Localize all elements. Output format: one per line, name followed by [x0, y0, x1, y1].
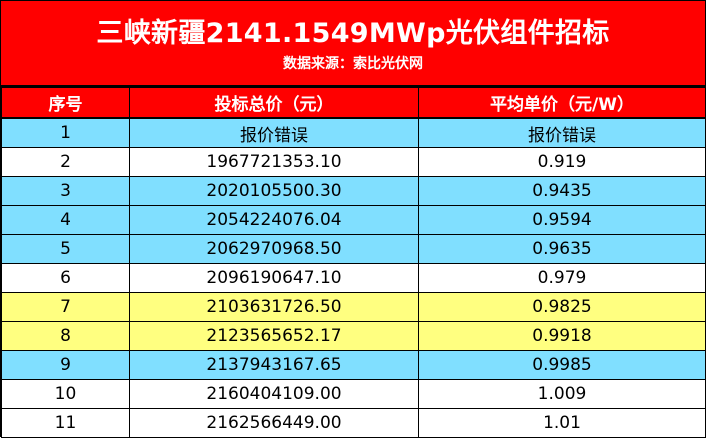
cell-total: 2020105500.30 [129, 176, 419, 206]
cell-total: 2123565652.17 [129, 321, 419, 351]
cell-no: 5 [1, 234, 130, 264]
title-banner: 三峡新疆2141.1549MWp光伏组件招标 数据来源：索比光伏网 [1, 1, 705, 87]
cell-unit: 0.9825 [418, 292, 706, 322]
data-source: 数据来源：索比光伏网 [283, 56, 423, 72]
cell-no: 10 [1, 379, 130, 409]
cell-unit: 0.9435 [418, 176, 706, 206]
cell-unit: 0.9985 [418, 350, 706, 380]
header-total: 投标总价（元） [129, 87, 419, 119]
cell-total: 报价错误 [129, 117, 419, 148]
page-title: 三峡新疆2141.1549MWp光伏组件招标 [96, 18, 610, 49]
cell-total: 2103631726.50 [129, 292, 419, 322]
cell-total: 1967721353.10 [129, 147, 419, 177]
cell-total: 2054224076.04 [129, 205, 419, 235]
cell-unit: 报价错误 [418, 117, 706, 148]
cell-no: 9 [1, 350, 130, 380]
cell-no: 6 [1, 263, 130, 293]
table-row: 5 2062970968.50 0.9635 [1, 234, 706, 264]
table-row: 11 2162566449.00 1.01 [1, 408, 706, 438]
cell-total: 2160404109.00 [129, 379, 419, 409]
cell-total: 2096190647.10 [129, 263, 419, 293]
cell-unit: 0.979 [418, 263, 706, 293]
table-row: 2 1967721353.10 0.919 [1, 147, 706, 177]
cell-no: 7 [1, 292, 130, 322]
cell-no: 4 [1, 205, 130, 235]
cell-unit: 0.9635 [418, 234, 706, 264]
cell-no: 8 [1, 321, 130, 351]
header-row: 序号 投标总价（元） 平均单价（元/W） [1, 87, 706, 119]
cell-total: 2137943167.65 [129, 350, 419, 380]
cell-total: 2062970968.50 [129, 234, 419, 264]
cell-unit: 1.009 [418, 379, 706, 409]
cell-no: 2 [1, 147, 130, 177]
cell-no: 11 [1, 408, 130, 438]
header-no: 序号 [1, 87, 130, 119]
table-row: 6 2096190647.10 0.979 [1, 263, 706, 293]
cell-no: 1 [1, 117, 130, 148]
bid-table: 序号 投标总价（元） 平均单价（元/W） 1 报价错误 报价错误 2 196772135… [1, 87, 706, 438]
cell-unit: 1.01 [418, 408, 706, 438]
table-row: 1 报价错误 报价错误 [1, 117, 706, 148]
table-row: 8 2123565652.17 0.9918 [1, 321, 706, 351]
cell-unit: 0.9594 [418, 205, 706, 235]
table-row: 10 2160404109.00 1.009 [1, 379, 706, 409]
table-row: 9 2137943167.65 0.9985 [1, 350, 706, 380]
cell-unit: 0.9918 [418, 321, 706, 351]
table-row: 3 2020105500.30 0.9435 [1, 176, 706, 206]
table-row: 4 2054224076.04 0.9594 [1, 205, 706, 235]
cell-unit: 0.919 [418, 147, 706, 177]
header-unit: 平均单价（元/W） [418, 87, 706, 119]
cell-total: 2162566449.00 [129, 408, 419, 438]
cell-no: 3 [1, 176, 130, 206]
table-row: 7 2103631726.50 0.9825 [1, 292, 706, 322]
